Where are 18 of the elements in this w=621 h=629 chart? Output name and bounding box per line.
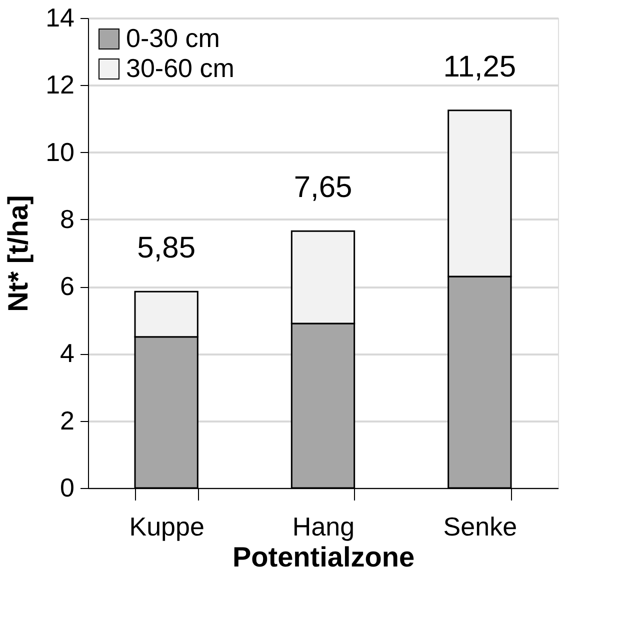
y-tick-label: 0 xyxy=(60,472,74,502)
y-tick-label: 10 xyxy=(46,136,74,167)
total-label: 7,65 xyxy=(294,171,352,204)
x-tick-label: Hang xyxy=(292,512,355,542)
y-tick-label: 6 xyxy=(60,271,74,302)
x-axis-title: Potentialzone xyxy=(232,542,415,572)
y-tick-label: 12 xyxy=(46,70,74,100)
total-label: 11,25 xyxy=(443,50,516,84)
total-label: 5,85 xyxy=(137,232,196,265)
legend-label: 30-60 cm xyxy=(126,53,234,83)
y-tick-label: 8 xyxy=(60,204,74,234)
y-axis-title: Nt* [t/ha] xyxy=(2,195,34,312)
y-tick-label: 2 xyxy=(60,405,74,436)
x-tick-label: Kuppe xyxy=(129,512,204,542)
y-tick-label: 14 xyxy=(46,2,74,32)
y-tick-label: 4 xyxy=(60,338,74,368)
legend-label: 0-30 cm xyxy=(126,23,220,53)
x-tick-label: Senke xyxy=(443,512,518,542)
